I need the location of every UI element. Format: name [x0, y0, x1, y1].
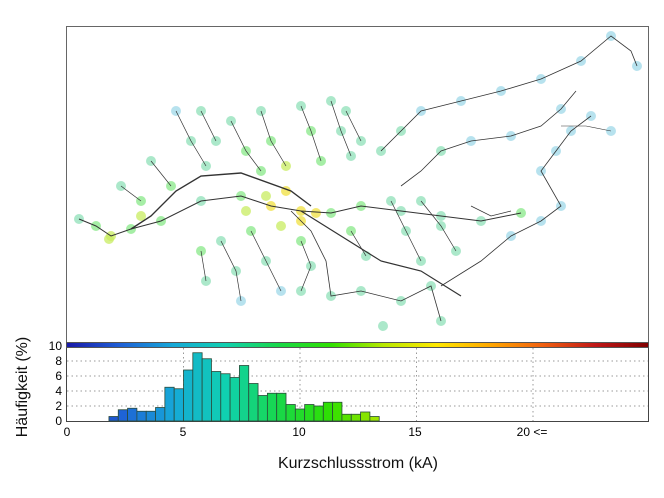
histogram-bar	[322, 401, 334, 422]
grid-line-segment	[150, 160, 172, 187]
histogram-bar	[136, 410, 147, 422]
histogram-panel	[66, 348, 649, 422]
grid-line-segment	[420, 200, 457, 252]
histogram-bar	[313, 405, 324, 422]
histogram-bar	[127, 407, 138, 422]
histogram-chart	[67, 348, 648, 422]
x-axis-label: Kurzschlussstrom (kA)	[277, 455, 439, 472]
y-tick: 2	[55, 399, 62, 413]
grid-line-segment	[300, 105, 322, 162]
grid-line-segment	[400, 90, 577, 187]
grid-line-segment	[175, 110, 207, 167]
grid-line-segment	[220, 240, 242, 302]
histogram-bar	[192, 352, 203, 422]
grid-node	[241, 206, 251, 216]
grid-map-panel	[66, 26, 649, 344]
histogram-bar	[155, 407, 166, 422]
histogram-bar	[183, 369, 194, 422]
grid-line-segment	[78, 195, 522, 237]
histogram-bar	[239, 365, 250, 422]
grid-line-segment	[200, 250, 207, 282]
histogram-bar	[164, 386, 175, 422]
grid-line-segment	[120, 185, 142, 202]
histogram-bar	[108, 416, 119, 422]
grid-line-segment	[561, 125, 612, 132]
histogram-bar	[211, 371, 222, 422]
grid-line-segment	[300, 210, 462, 297]
grid-line-segment	[330, 100, 352, 157]
grid-line-segment	[130, 172, 312, 230]
grid-line-segment	[380, 35, 638, 152]
grid-line-segment	[200, 110, 217, 142]
histogram-bar	[257, 395, 268, 422]
grid-line-segment	[230, 120, 262, 172]
grid-node	[378, 321, 388, 331]
histogram-bar	[266, 392, 278, 422]
grid-line-segment	[470, 205, 512, 217]
histogram-bar	[332, 401, 343, 422]
histogram-bar	[201, 358, 212, 422]
x-tick: 5	[179, 425, 187, 439]
histogram-bar	[145, 410, 156, 422]
grid-node	[276, 221, 286, 231]
histogram-bar	[350, 413, 361, 422]
x-tick: 0	[63, 425, 71, 439]
grid-line-segment	[350, 230, 367, 257]
grid-line-segment	[260, 110, 287, 167]
x-tick: 10	[292, 425, 306, 439]
histogram-bar	[294, 408, 306, 422]
x-tick: 15	[408, 425, 422, 439]
grid-line-segment	[250, 230, 282, 292]
grid-line-segment	[440, 115, 592, 287]
y-tick: 8	[55, 354, 62, 368]
histogram-bar	[360, 411, 371, 422]
histogram-bar	[173, 388, 184, 422]
y-tick: 0	[55, 414, 62, 428]
histogram-bar	[341, 413, 352, 422]
histogram-bar	[369, 416, 380, 422]
grid-node	[261, 191, 271, 201]
histogram-bar	[276, 392, 287, 422]
histogram-bar	[117, 409, 128, 422]
histogram-bar	[220, 373, 231, 422]
histogram-bar	[285, 404, 296, 422]
y-tick: 4	[55, 384, 62, 398]
grid-node	[311, 208, 321, 218]
grid-line-segment	[390, 200, 422, 262]
y-tick: 6	[55, 369, 62, 383]
grid-node	[136, 211, 146, 221]
y-tick: 10	[48, 339, 62, 353]
grid-line-segment	[290, 210, 442, 322]
x-tick: 20 <=	[516, 425, 548, 439]
histogram-bar	[229, 377, 240, 422]
y-axis-label: Häufigkeit (%)	[14, 336, 31, 438]
grid-line-segment	[345, 110, 362, 142]
colorbar	[66, 342, 649, 348]
grid-line-segment	[300, 240, 312, 292]
histogram-bar	[304, 404, 315, 422]
network-map	[74, 31, 642, 331]
histogram-bar	[248, 383, 259, 422]
